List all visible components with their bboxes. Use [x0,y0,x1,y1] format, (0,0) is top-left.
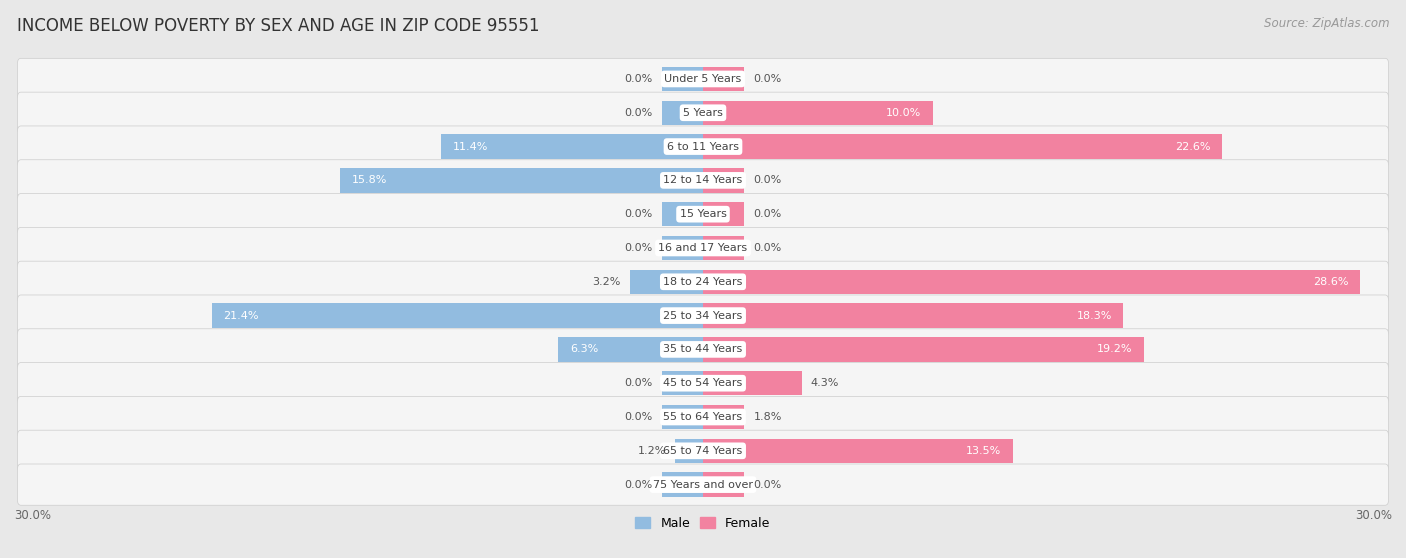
Bar [703,67,744,91]
Text: 10.0%: 10.0% [886,108,921,118]
Text: 0.0%: 0.0% [754,175,782,185]
Text: 19.2%: 19.2% [1097,344,1132,354]
Text: 12 to 14 Years: 12 to 14 Years [664,175,742,185]
Text: 30.0%: 30.0% [1355,509,1392,522]
FancyBboxPatch shape [17,227,1389,268]
Text: 0.0%: 0.0% [624,108,652,118]
Text: 13.5%: 13.5% [966,446,1001,456]
Text: 75 Years and over: 75 Years and over [652,480,754,489]
FancyBboxPatch shape [17,160,1389,201]
Text: 0.0%: 0.0% [754,74,782,84]
Text: 21.4%: 21.4% [224,311,259,321]
Text: INCOME BELOW POVERTY BY SEX AND AGE IN ZIP CODE 95551: INCOME BELOW POVERTY BY SEX AND AGE IN Z… [17,17,540,35]
Bar [630,270,703,294]
Bar [703,473,744,497]
Text: 35 to 44 Years: 35 to 44 Years [664,344,742,354]
Bar [662,473,703,497]
Text: 28.6%: 28.6% [1313,277,1348,287]
FancyBboxPatch shape [17,430,1389,472]
Bar [211,304,703,328]
Text: 4.3%: 4.3% [811,378,839,388]
Text: 11.4%: 11.4% [453,142,488,152]
Bar [703,134,1222,158]
Text: 18.3%: 18.3% [1077,311,1112,321]
Text: 15.8%: 15.8% [352,175,387,185]
Bar [662,371,703,396]
Bar [703,405,744,429]
Text: 16 and 17 Years: 16 and 17 Years [658,243,748,253]
Bar [703,168,744,193]
Text: 1.2%: 1.2% [638,446,666,456]
Bar [703,236,744,260]
FancyBboxPatch shape [17,329,1389,370]
Text: 6.3%: 6.3% [569,344,598,354]
Bar [703,439,1012,463]
FancyBboxPatch shape [17,363,1389,404]
Text: 0.0%: 0.0% [624,74,652,84]
Text: 1.8%: 1.8% [754,412,782,422]
Text: 0.0%: 0.0% [624,412,652,422]
Bar [703,202,744,227]
FancyBboxPatch shape [17,295,1389,336]
Text: 0.0%: 0.0% [624,378,652,388]
Bar [558,337,703,362]
Bar [703,100,932,125]
FancyBboxPatch shape [17,92,1389,133]
FancyBboxPatch shape [17,396,1389,437]
Text: 3.2%: 3.2% [592,277,620,287]
FancyBboxPatch shape [17,464,1389,505]
Bar [703,337,1144,362]
Bar [662,236,703,260]
Text: 30.0%: 30.0% [14,509,51,522]
Bar [703,304,1123,328]
Text: 22.6%: 22.6% [1175,142,1211,152]
Text: 6 to 11 Years: 6 to 11 Years [666,142,740,152]
Text: 15 Years: 15 Years [679,209,727,219]
FancyBboxPatch shape [17,261,1389,302]
Text: 0.0%: 0.0% [754,209,782,219]
Text: 0.0%: 0.0% [624,480,652,489]
Text: 0.0%: 0.0% [754,243,782,253]
Text: 25 to 34 Years: 25 to 34 Years [664,311,742,321]
FancyBboxPatch shape [17,126,1389,167]
Bar [662,100,703,125]
FancyBboxPatch shape [17,194,1389,235]
Text: Source: ZipAtlas.com: Source: ZipAtlas.com [1264,17,1389,30]
Bar [662,405,703,429]
Bar [340,168,703,193]
Text: 18 to 24 Years: 18 to 24 Years [664,277,742,287]
Bar [662,67,703,91]
Bar [703,371,801,396]
Text: 65 to 74 Years: 65 to 74 Years [664,446,742,456]
Bar [703,270,1360,294]
Text: 5 Years: 5 Years [683,108,723,118]
Text: 0.0%: 0.0% [624,209,652,219]
Bar [675,439,703,463]
Text: 0.0%: 0.0% [754,480,782,489]
Text: 55 to 64 Years: 55 to 64 Years [664,412,742,422]
Bar [441,134,703,158]
Legend: Male, Female: Male, Female [630,512,776,535]
Text: Under 5 Years: Under 5 Years [665,74,741,84]
Text: 0.0%: 0.0% [624,243,652,253]
Bar [662,202,703,227]
FancyBboxPatch shape [17,59,1389,99]
Text: 45 to 54 Years: 45 to 54 Years [664,378,742,388]
